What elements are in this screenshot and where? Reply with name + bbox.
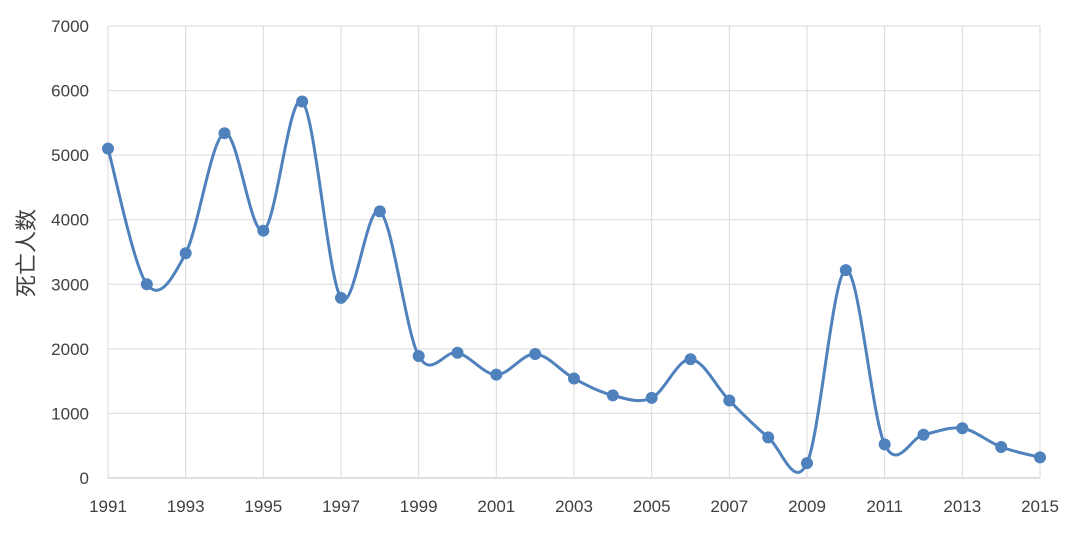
x-tick-label: 2007 xyxy=(710,497,748,516)
x-tick-label: 2009 xyxy=(788,497,826,516)
y-tick-label: 5000 xyxy=(51,146,89,165)
data-point xyxy=(606,389,619,402)
x-tick-label: 2013 xyxy=(943,497,981,516)
data-point xyxy=(257,224,270,237)
data-point xyxy=(878,438,891,451)
data-point xyxy=(1034,451,1046,464)
x-tick-label: 1995 xyxy=(244,497,282,516)
y-tick-label: 4000 xyxy=(51,211,89,230)
data-point xyxy=(451,346,464,359)
data-point xyxy=(490,368,503,381)
y-tick-label: 2000 xyxy=(51,340,89,359)
data-point xyxy=(218,127,231,140)
y-axis-ticks: 0 1000 2000 3000 4000 5000 6000 7000 xyxy=(51,17,89,488)
data-point xyxy=(335,291,347,304)
data-point xyxy=(645,391,658,404)
data-point xyxy=(179,247,192,260)
y-tick-label: 6000 xyxy=(51,82,89,101)
data-point xyxy=(568,372,580,385)
data-point xyxy=(956,422,969,435)
x-axis-ticks: 1991 1993 1995 1997 1999 2001 2003 2005 2007 2009… xyxy=(89,497,1059,516)
data-point xyxy=(723,394,736,407)
x-tick-label: 1999 xyxy=(400,497,438,516)
y-tick-label: 1000 xyxy=(51,404,89,423)
x-tick-label: 1991 xyxy=(89,497,127,516)
x-tick-label: 1993 xyxy=(167,497,205,516)
grid-lines xyxy=(107,25,1041,479)
data-point xyxy=(140,278,153,291)
data-points xyxy=(102,95,1046,470)
data-point xyxy=(684,353,697,366)
data-point xyxy=(373,205,386,218)
x-tick-label: 2003 xyxy=(555,497,593,516)
x-tick-label: 2001 xyxy=(477,497,515,516)
y-tick-label: 3000 xyxy=(51,275,89,294)
x-tick-label: 2011 xyxy=(866,497,903,516)
data-point xyxy=(296,95,309,108)
data-point xyxy=(102,142,114,155)
data-point xyxy=(529,348,542,361)
x-tick-label: 1997 xyxy=(322,497,360,516)
data-point xyxy=(839,264,852,277)
y-axis-label: 死亡人数 xyxy=(15,209,40,297)
y-tick-label: 7000 xyxy=(51,17,89,36)
data-point xyxy=(412,349,425,362)
data-point xyxy=(762,431,775,444)
y-tick-label: 0 xyxy=(80,469,89,488)
data-point xyxy=(995,441,1008,454)
x-tick-label: 2005 xyxy=(633,497,671,516)
data-point xyxy=(801,457,813,470)
x-tick-label: 2015 xyxy=(1021,497,1059,516)
data-point xyxy=(917,428,930,441)
